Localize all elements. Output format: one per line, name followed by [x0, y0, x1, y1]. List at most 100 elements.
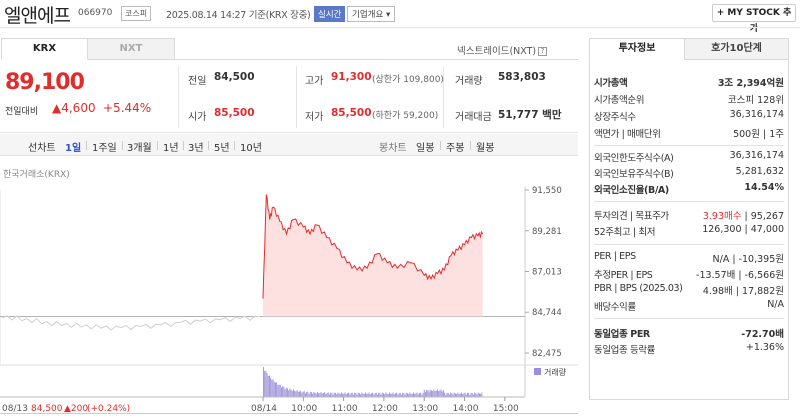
today-area-fill — [263, 194, 483, 317]
volume-bar — [408, 394, 410, 397]
period-1w[interactable]: 1주일 — [92, 143, 117, 154]
period-10y[interactable]: 10년 — [240, 143, 262, 154]
period-5y[interactable]: 5년 — [214, 143, 230, 154]
candle-daily[interactable]: 일봉 — [416, 143, 435, 154]
volume-bar — [459, 393, 461, 397]
tab-krx[interactable]: KRX — [1, 38, 88, 60]
volume-bar — [425, 391, 426, 397]
today-series — [262, 194, 484, 299]
info-row-sector-change: 동일업종 등락률 +1.36% — [594, 342, 784, 356]
volume-bar — [438, 391, 440, 397]
volume-bar — [327, 392, 329, 397]
period-1d[interactable]: 1일 — [65, 143, 82, 154]
candle-weekly[interactable]: 주봉 — [446, 143, 465, 154]
volume-bar — [319, 393, 321, 397]
nextrade-link[interactable]: 넥스트레이드(NXT)? — [457, 43, 548, 57]
open-value: 85,500 — [214, 107, 255, 119]
y-axis-ticks: 91,550 89,281 87,013 84,744 82,475 — [525, 186, 562, 359]
x-tick-label: 14:00 — [453, 404, 479, 414]
volume-bar — [404, 394, 406, 397]
volume-value: 583,803 — [498, 71, 546, 83]
info-row-52w: 52주최고 | 최저 126,300 | 47,000 — [594, 224, 784, 238]
candle-monthly[interactable]: 월봉 — [476, 143, 495, 154]
volume-bar — [384, 394, 386, 397]
volume-bar — [435, 390, 437, 397]
tab-invest-info[interactable]: 투자정보 — [589, 38, 685, 60]
volume-bar — [333, 392, 335, 397]
low-label: 저가 — [305, 112, 324, 123]
info-row-pbr-bps: PBR | BPS (2025.03) 4.98배 | 17,882원 — [594, 283, 784, 297]
volume-bar — [326, 392, 328, 397]
volume-bar — [272, 379, 274, 397]
volume-bar — [299, 391, 300, 397]
period-3m[interactable]: 3개월 — [127, 143, 152, 154]
volume-bar — [439, 390, 441, 397]
volume-bar — [337, 392, 339, 397]
volume-bar — [329, 394, 330, 397]
volume-bar — [356, 394, 358, 397]
volume-bar — [477, 392, 479, 397]
volume-bar — [405, 392, 407, 397]
period-1y[interactable]: 1년 — [163, 143, 179, 154]
volume-bar — [426, 389, 428, 397]
volume-bar — [467, 393, 468, 397]
volume-bar — [308, 393, 310, 397]
prev-day-price: 84,500 — [31, 404, 63, 414]
volume-bar — [293, 389, 294, 397]
high-value: 91,300 — [331, 71, 372, 83]
volume-bar — [446, 392, 448, 397]
tab-nxt[interactable]: NXT — [88, 38, 175, 60]
volume-bar — [422, 392, 424, 397]
period-3y[interactable]: 3년 — [188, 143, 204, 154]
volume-bar — [463, 393, 465, 397]
y-tick-label: 91,550 — [532, 186, 562, 196]
prev-day-series — [1, 315, 261, 331]
volume-bar — [276, 382, 278, 397]
y-tick-label: 89,281 — [532, 227, 562, 237]
change-label: 전일대비 — [5, 107, 39, 117]
tab-order-book[interactable]: 호가10단계 — [685, 38, 789, 60]
high-label: 고가 — [305, 76, 324, 87]
volume-bar — [393, 394, 395, 397]
add-my-stock-button[interactable]: + MY STOCK 추가 — [712, 4, 796, 34]
volume-bar — [423, 389, 425, 397]
volume-bar — [287, 388, 288, 397]
volume-bar — [378, 392, 380, 397]
volume-bar — [375, 392, 377, 397]
x-tick-label: 10:00 — [291, 404, 317, 414]
upper-limit: (상한가 109,800) — [372, 75, 444, 85]
volume-bar — [300, 390, 302, 397]
volume-bar — [282, 386, 284, 397]
volume-bar — [392, 392, 394, 397]
volume-bar — [377, 394, 378, 397]
volume-bar — [270, 377, 272, 397]
x-tick-label: 08/14 — [251, 404, 277, 414]
volume-bar — [331, 392, 333, 397]
volume-bar — [278, 384, 280, 397]
volume-bar — [339, 393, 341, 397]
volume-bar — [349, 394, 351, 397]
price-chart[interactable]: 91,550 89,281 87,013 84,744 82,475 거래량 08/14… — [0, 175, 578, 419]
volume-bar — [373, 394, 375, 397]
y-tick-label: 87,013 — [532, 267, 562, 277]
line-chart-toggle[interactable]: 선차트 — [28, 143, 56, 154]
volume-bar — [348, 392, 350, 397]
info-row-dividend: 배당수익률 N/A — [594, 299, 784, 313]
volume-bar — [295, 391, 297, 397]
volume-bar — [343, 393, 345, 397]
realtime-badge[interactable]: 실시간 — [314, 6, 346, 22]
volume-bar — [336, 394, 338, 397]
candle-chart-toggle[interactable]: 봉차트 — [379, 143, 407, 154]
volume-bar — [350, 393, 352, 397]
chart-source: 한국거래소(KRX) — [3, 170, 70, 180]
volume-bar — [387, 393, 389, 397]
info-row-est-per-eps: 추정PER | EPS -13.57배 | -6,566원 — [594, 270, 784, 281]
volume-bar — [480, 393, 482, 397]
volume-bar — [443, 390, 444, 397]
volume-bar — [312, 393, 314, 397]
company-overview-dropdown[interactable]: 기업개요 ▾ — [347, 6, 396, 22]
volume-bar — [413, 392, 414, 397]
volume-bar — [335, 392, 336, 397]
help-icon[interactable]: ? — [538, 47, 548, 56]
volume-bar — [390, 393, 392, 397]
